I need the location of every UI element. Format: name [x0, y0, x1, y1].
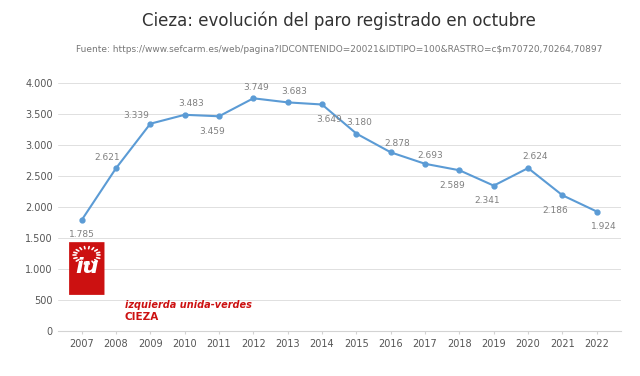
Text: 2.186: 2.186: [543, 206, 568, 215]
Text: 3.180: 3.180: [346, 118, 372, 127]
Text: iu: iu: [75, 258, 99, 277]
FancyBboxPatch shape: [69, 242, 104, 295]
Text: izquierda unida-verdes: izquierda unida-verdes: [125, 300, 252, 310]
Text: 2.624: 2.624: [522, 153, 548, 161]
Text: 3.649: 3.649: [316, 115, 342, 124]
Text: 2.341: 2.341: [474, 196, 500, 205]
Text: 1.785: 1.785: [68, 229, 95, 238]
Text: 3.339: 3.339: [124, 111, 149, 120]
Text: 2.589: 2.589: [440, 181, 465, 190]
Text: 3.749: 3.749: [243, 83, 269, 92]
Text: Cieza: evolución del paro registrado en octubre: Cieza: evolución del paro registrado en …: [142, 11, 536, 30]
Text: 3.683: 3.683: [282, 87, 308, 96]
Text: CIEZA: CIEZA: [125, 312, 159, 321]
Text: 3.483: 3.483: [179, 99, 205, 108]
Text: 3.459: 3.459: [199, 127, 225, 136]
Text: 2.693: 2.693: [418, 151, 444, 160]
Text: Fuente: https://www.sefcarm.es/web/pagina?IDCONTENIDO=20021&IDTIPO=100&RASTRO=c$: Fuente: https://www.sefcarm.es/web/pagin…: [76, 45, 602, 54]
Text: 2.878: 2.878: [385, 139, 410, 149]
Text: 1.924: 1.924: [591, 222, 616, 231]
Text: 2.621: 2.621: [95, 153, 120, 162]
